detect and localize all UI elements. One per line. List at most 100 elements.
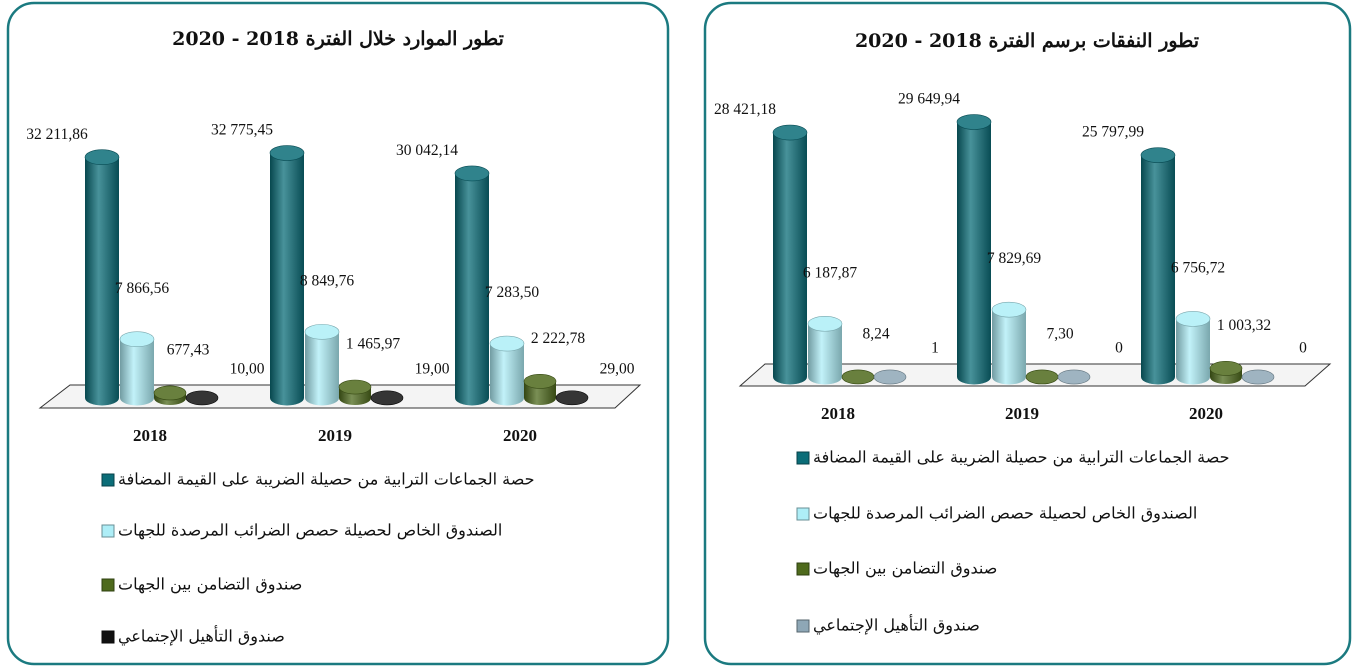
bar (1025, 369, 1059, 385)
bar-top (119, 331, 155, 347)
bar-body (120, 339, 154, 398)
legend-label: الصندوق الخاص لحصيلة حصص الضرائب المرصدة… (118, 521, 502, 540)
value-label: 677,43 (167, 341, 210, 358)
bar-body (992, 309, 1026, 377)
bar (454, 165, 490, 406)
bar-body (490, 343, 524, 398)
bar-top (269, 145, 305, 161)
bar-top (991, 301, 1027, 318)
bar (269, 145, 305, 406)
left-panel (6, 1, 670, 666)
legend-swatch (101, 630, 115, 644)
value-label: 29 649,94 (898, 91, 960, 108)
bar-top (1175, 311, 1211, 327)
bar-body (270, 153, 304, 398)
bar-top (956, 114, 992, 130)
bar-top (523, 374, 557, 389)
bar (956, 114, 992, 385)
bar (304, 324, 340, 406)
value-label: 8 849,76 (300, 272, 355, 289)
legend-swatch (101, 473, 115, 487)
bar (185, 390, 219, 406)
value-label: 7 866,56 (115, 280, 170, 297)
x-tick-label: 2018 (133, 426, 167, 445)
bar-top (304, 324, 340, 340)
legend-label: صندوق التأهيل الإجتماعي (118, 625, 285, 646)
right-panel (703, 1, 1352, 666)
bar-top (84, 149, 120, 165)
bar (1209, 361, 1243, 385)
bar (370, 390, 404, 406)
legend-swatch (796, 562, 810, 576)
bar-body (773, 132, 807, 377)
value-label: 6 756,72 (1171, 259, 1225, 276)
bar (772, 124, 808, 385)
bar-top (489, 335, 525, 352)
value-label: 6 187,87 (803, 264, 858, 281)
bar-top (841, 369, 875, 385)
bar (555, 390, 589, 406)
bar (1057, 369, 1091, 385)
bar-top (1025, 369, 1059, 385)
value-label: 7,30 (1046, 325, 1073, 342)
bar-body (1141, 155, 1175, 377)
value-label: 10,00 (230, 360, 265, 377)
bar (489, 335, 525, 406)
bar (1175, 311, 1211, 385)
value-label: 32 211,86 (26, 126, 88, 143)
bar-top (555, 390, 589, 406)
bar-top (370, 390, 404, 406)
x-tick-label: 2020 (503, 426, 537, 445)
legend-swatch (796, 451, 810, 465)
legend-label: صندوق التأهيل الإجتماعي (813, 614, 980, 635)
bar-top (772, 124, 808, 141)
bar-top (185, 390, 219, 406)
bar-body (1176, 318, 1210, 377)
bar (1140, 147, 1176, 385)
value-label: 0 (1115, 340, 1123, 357)
bar (523, 374, 557, 406)
bar-top (338, 379, 372, 395)
x-tick-label: 2020 (1189, 404, 1223, 423)
bar-top (807, 316, 843, 332)
x-tick-label: 2018 (821, 404, 855, 423)
legend-label: الصندوق الخاص لحصيلة حصص الضرائب المرصدة… (813, 504, 1197, 523)
legend-label: حصة الجماعات الترابية من حصيلة الضريبة ع… (813, 448, 1229, 467)
bar (807, 316, 843, 385)
legend-swatch (101, 578, 115, 592)
bar-top (873, 369, 907, 385)
bar-body (808, 323, 842, 377)
value-label: 28 421,18 (714, 101, 776, 118)
value-label: 19,00 (415, 360, 450, 377)
bar-top (1241, 369, 1275, 385)
value-label: 7 283,50 (485, 284, 540, 301)
value-label: 0 (1299, 340, 1307, 357)
value-label: 30 042,14 (396, 142, 458, 159)
legend-swatch (101, 524, 115, 538)
value-label: 2 222,78 (531, 330, 586, 347)
value-label: 1 (931, 340, 939, 357)
bar (841, 369, 875, 385)
bar (338, 379, 372, 406)
value-label: 8,24 (862, 325, 889, 342)
bar-body (957, 122, 991, 377)
bar-top (454, 165, 490, 182)
legend-label: صندوق التضامن بين الجهات (813, 559, 997, 578)
bar-body (85, 157, 119, 398)
bar (119, 331, 155, 406)
value-label: 7 829,69 (987, 250, 1042, 267)
chart-title: تطور النفقات برسم الفترة 2018 - 2020 (855, 30, 1199, 52)
bar-top (1057, 369, 1091, 385)
bar (1241, 369, 1275, 385)
legend-label: صندوق التضامن بين الجهات (118, 575, 302, 594)
value-label: 32 775,45 (211, 122, 273, 139)
chart-title: تطور الموارد خلال الفترة 2018 - 2020 (172, 28, 504, 50)
x-tick-label: 2019 (318, 426, 352, 445)
bar (84, 149, 120, 406)
legend-swatch (796, 507, 810, 521)
bar-top (153, 385, 187, 401)
bar (873, 369, 907, 385)
legend-label: حصة الجماعات الترابية من حصيلة الضريبة ع… (118, 470, 534, 489)
bar-top (1140, 147, 1176, 163)
